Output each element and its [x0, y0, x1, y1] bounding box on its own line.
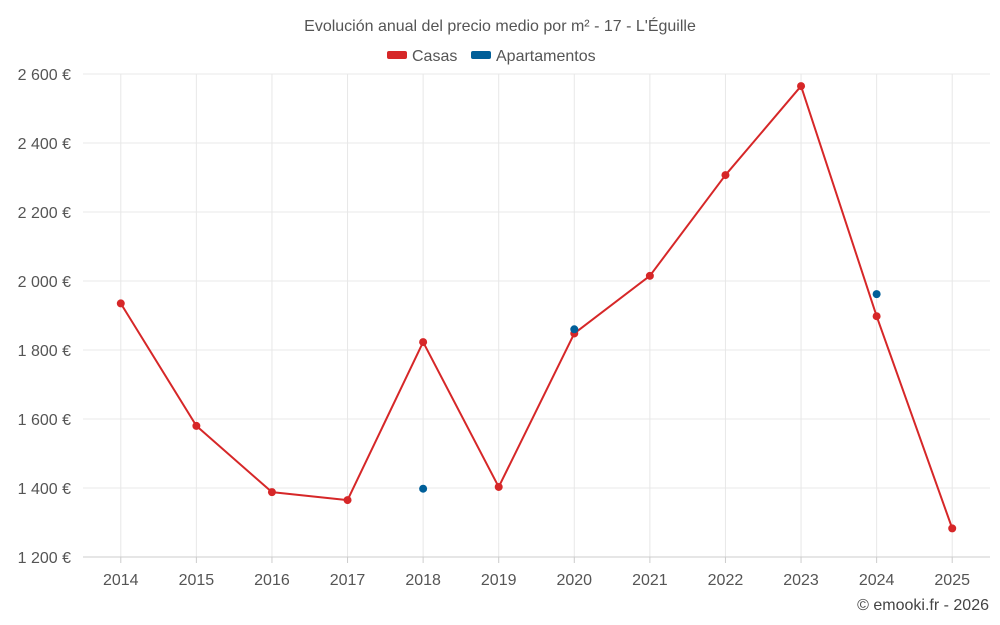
- legend-swatch-casas: [387, 51, 407, 59]
- legend-item-apartamentos[interactable]: Apartamentos: [471, 48, 596, 65]
- x-tick-label: 2014: [103, 572, 139, 589]
- legend-label-apartamentos: Apartamentos: [496, 48, 596, 65]
- y-tick-label: 1 200 €: [18, 550, 71, 567]
- x-tick-label: 2015: [179, 572, 215, 589]
- data-point-casas[interactable]: [948, 524, 957, 533]
- y-tick-label: 2 600 €: [18, 67, 71, 84]
- data-point-casas[interactable]: [116, 299, 125, 308]
- data-point-casas[interactable]: [343, 496, 352, 505]
- series-line-casas: [119, 85, 954, 529]
- x-tick-label: 2021: [632, 572, 668, 589]
- data-point-casas[interactable]: [645, 271, 654, 280]
- y-tick-label: 2 400 €: [18, 136, 71, 153]
- x-tick-label: 2017: [330, 572, 366, 589]
- data-point-casas[interactable]: [419, 338, 428, 347]
- data-point-apartamentos[interactable]: [570, 325, 579, 334]
- y-tick-label: 1 800 €: [18, 343, 71, 360]
- y-tick-label: 1 400 €: [18, 481, 71, 498]
- x-tick-label: 2020: [556, 572, 592, 589]
- x-tick-label: 2019: [481, 572, 517, 589]
- legend-label-casas: Casas: [412, 48, 457, 65]
- x-tick-label: 2018: [405, 572, 441, 589]
- grid: [83, 73, 990, 557]
- legend-swatch-apartamentos: [471, 51, 491, 59]
- series: [116, 82, 957, 533]
- legend: Casas Apartamentos: [387, 48, 596, 65]
- data-point-casas[interactable]: [797, 82, 806, 91]
- chart-title: Evolución anual del precio medio por m² …: [304, 16, 696, 35]
- x-tick-label: 2022: [708, 572, 744, 589]
- x-tick-label: 2023: [783, 572, 819, 589]
- data-point-casas[interactable]: [494, 482, 503, 491]
- y-tick-label: 2 200 €: [18, 205, 71, 222]
- credit-text: © emooki.fr - 2026: [857, 597, 989, 614]
- data-point-apartamentos[interactable]: [419, 484, 428, 493]
- data-point-apartamentos[interactable]: [872, 290, 881, 299]
- x-axis: 2014 2015 2016 2017 2018 2019 2020 2021 2022 2023…: [83, 556, 990, 589]
- data-point-casas[interactable]: [267, 488, 276, 497]
- data-point-casas[interactable]: [872, 312, 881, 321]
- legend-item-casas[interactable]: Casas: [387, 48, 457, 65]
- x-tick-label: 2025: [934, 572, 970, 589]
- data-point-casas[interactable]: [721, 171, 730, 180]
- y-axis: 1 200 € 1 400 € 1 600 € 1 800 € 2 000 € 2 200…: [18, 67, 71, 567]
- x-tick-label: 2016: [254, 572, 290, 589]
- x-tick-label: 2024: [859, 572, 895, 589]
- y-tick-label: 1 600 €: [18, 412, 71, 429]
- data-point-casas[interactable]: [192, 421, 201, 430]
- y-tick-label: 2 000 €: [18, 274, 71, 291]
